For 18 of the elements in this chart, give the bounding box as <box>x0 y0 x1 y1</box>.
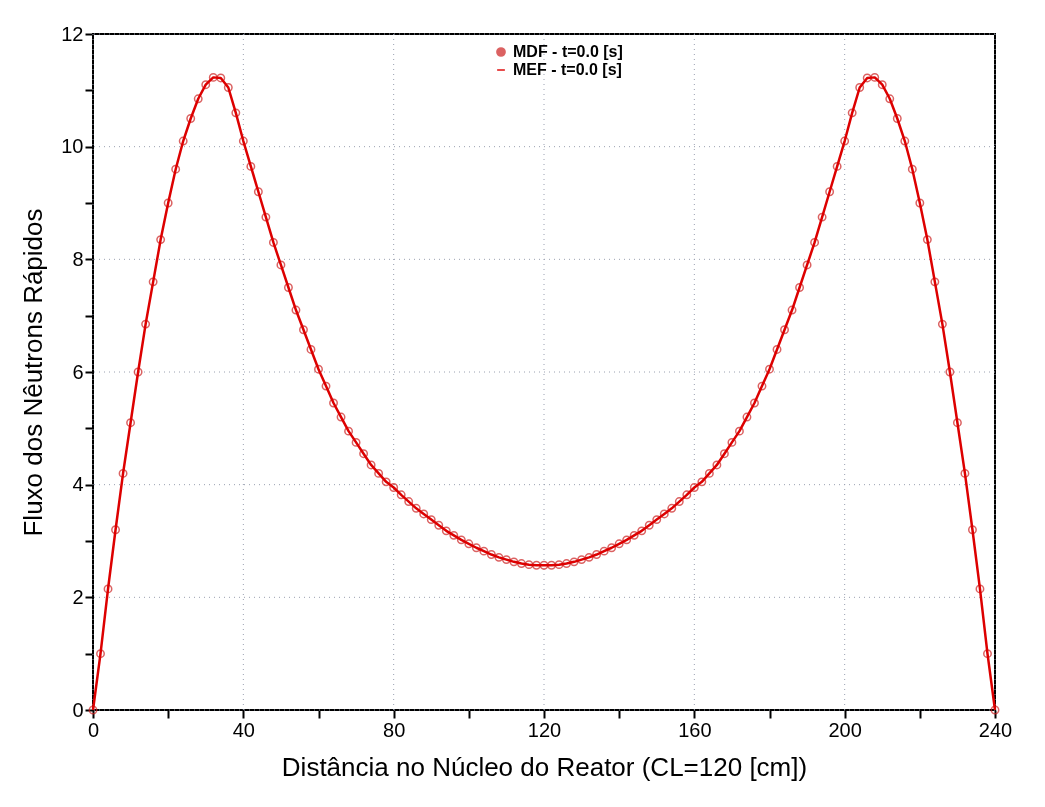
x-tick-label: 120 <box>527 718 562 741</box>
y-tick-label: 2 <box>72 585 84 608</box>
x-tick-label: 80 <box>383 718 406 741</box>
y-tick-label: 4 <box>72 473 84 496</box>
x-tick-label: 40 <box>232 718 255 741</box>
x-tick-label: 200 <box>828 718 862 741</box>
y-tick-label: 10 <box>61 135 84 158</box>
x-axis-title: Distância no Núcleo do Reator (CL=120 [cm]) <box>281 751 808 782</box>
x-tick-label: 160 <box>678 718 712 741</box>
x-tick-label: 240 <box>978 718 1013 741</box>
y-axis-title: Fluxo dos Nêutrons Rápidos <box>18 208 49 537</box>
y-tick-label: 8 <box>72 247 84 270</box>
legend-label: MEF - t=0.0 [s] <box>513 61 622 78</box>
x-tick-label: 0 <box>87 718 100 741</box>
y-tick-label: 6 <box>72 360 84 383</box>
y-tick-label: 12 <box>61 22 84 45</box>
legend-label: MDF - t=0.0 [s] <box>513 43 623 60</box>
y-tick-label: 0 <box>72 698 84 721</box>
